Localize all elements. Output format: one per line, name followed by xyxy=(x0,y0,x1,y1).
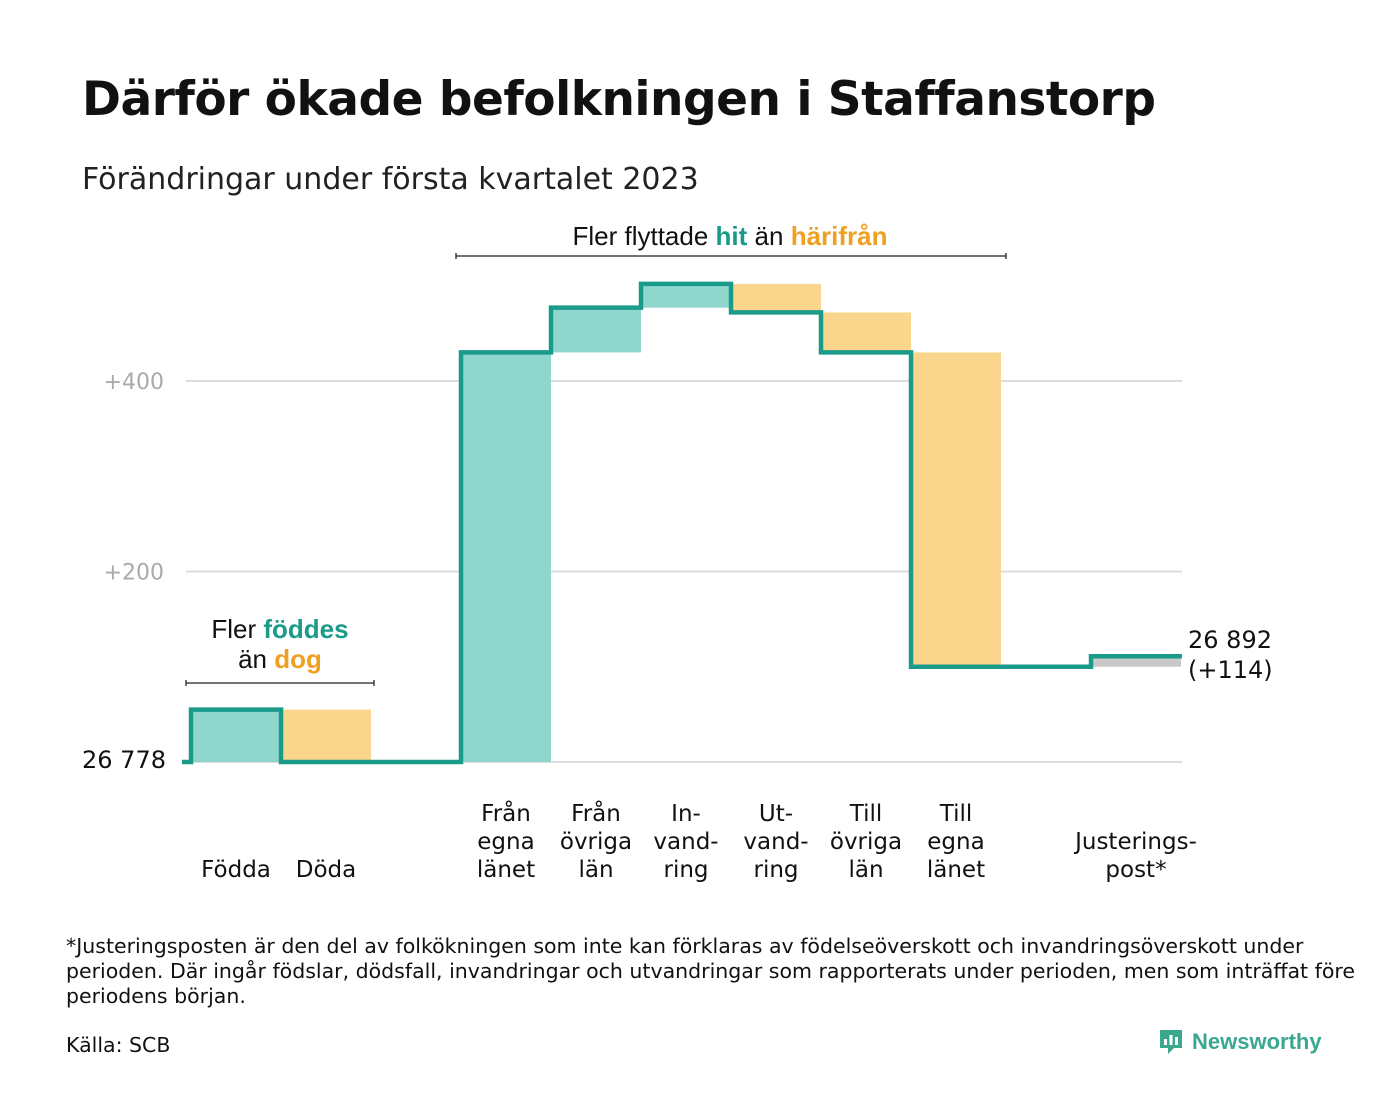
births-annotation: Fler föddes än dog xyxy=(185,614,375,686)
x-tick-label: vand- xyxy=(653,829,718,855)
bar xyxy=(641,283,731,308)
y-tick-label: +400 xyxy=(104,370,164,395)
x-tick-label: länet xyxy=(477,857,535,883)
x-tick-label: post* xyxy=(1105,857,1166,883)
footnote: *Justeringsposten är den del av folkökni… xyxy=(66,934,1355,1008)
x-tick-label: In- xyxy=(671,801,701,827)
y-tick-label: +200 xyxy=(104,561,164,586)
moves-annotation-prefix: Fler flyttade xyxy=(572,221,715,251)
bar xyxy=(821,312,911,353)
cumulative-step-line xyxy=(182,281,1182,765)
x-tick-label: egna xyxy=(477,829,534,855)
x-tick-label: län xyxy=(848,857,883,883)
x-tick-label: ring xyxy=(663,857,708,883)
svg-text:Fler föddes: Fler föddes xyxy=(211,614,348,644)
moves-annotation-mid: än xyxy=(747,221,790,251)
x-tick-label: Döda xyxy=(296,857,356,883)
newsworthy-logo[interactable]: Newsworthy xyxy=(1158,1028,1322,1056)
x-tick-label: vand- xyxy=(743,829,808,855)
x-tick-label: egna xyxy=(927,829,984,855)
y-axis-labels: +200 +400 xyxy=(104,370,164,586)
bar xyxy=(1091,656,1181,667)
bars xyxy=(191,283,1181,762)
births-annotation-highlight: föddes xyxy=(263,614,348,644)
waterfall-chart: +200+400 Födda DödaFrånegnalänetFrånövrig… xyxy=(82,221,1273,883)
bar xyxy=(191,709,281,762)
births-annotation-prefix: Fler xyxy=(211,614,263,644)
x-tick-label: Ut- xyxy=(759,801,793,827)
x-tick-label: övriga xyxy=(560,829,632,855)
end-change-label: (+114) xyxy=(1188,656,1273,684)
bar xyxy=(551,307,641,353)
x-axis-labels: Födda DödaFrånegnalänetFrånövrigalänIn-va… xyxy=(201,799,1197,883)
x-tick-label: Till xyxy=(939,801,973,827)
x-tick-label: Från xyxy=(571,799,621,827)
births-annotation-mid: än xyxy=(238,644,274,674)
newsworthy-chart-icon xyxy=(1160,1030,1182,1054)
moves-annotation-highlight: hit xyxy=(716,221,748,251)
births-annotation-bracket xyxy=(185,680,375,686)
x-tick-label: Till xyxy=(849,801,883,827)
births-annotation-highlight-2: dog xyxy=(274,644,322,674)
x-tick-label: Från xyxy=(481,799,531,827)
grid-lines xyxy=(186,380,1182,763)
x-tick-label: län xyxy=(578,857,613,883)
bar xyxy=(731,283,821,313)
x-tick-label: övriga xyxy=(830,829,902,855)
x-tick-label: länet xyxy=(927,857,985,883)
chart-subtitle: Förändringar under första kvartalet 2023 xyxy=(82,162,699,197)
source: Källa: SCB xyxy=(66,1033,171,1057)
x-tick-label: ring xyxy=(753,857,798,883)
x-tick-label: Justerings- xyxy=(1073,829,1197,855)
svg-text:Fler flyttade hit än härifrån: Fler flyttade hit än härifrån xyxy=(572,221,887,251)
svg-text:än dog: än dog xyxy=(238,644,322,674)
chart-title: Därför ökade befolkningen i Staffanstorp xyxy=(82,72,1156,127)
x-tick-label: Födda xyxy=(201,857,271,883)
end-value-label: 26 892 xyxy=(1188,626,1272,654)
moves-annotation-bracket xyxy=(455,253,1007,259)
bar xyxy=(911,352,1001,667)
bar xyxy=(281,709,371,762)
moves-annotation: Fler flyttade hit än härifrån xyxy=(455,221,1007,259)
bar xyxy=(461,352,551,762)
logo-text: Newsworthy xyxy=(1192,1029,1322,1054)
start-value-label: 26 778 xyxy=(82,746,166,774)
moves-annotation-highlight-2: härifrån xyxy=(791,221,888,251)
